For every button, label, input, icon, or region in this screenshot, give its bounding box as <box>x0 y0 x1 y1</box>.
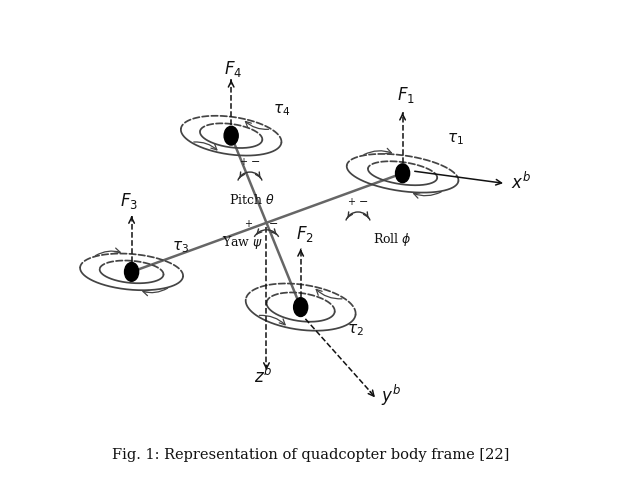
Ellipse shape <box>224 126 238 145</box>
Text: $x^b$: $x^b$ <box>511 172 531 193</box>
Text: $\tau_2$: $\tau_2$ <box>346 322 363 337</box>
Text: +: + <box>347 197 355 207</box>
Text: Pitch $\theta$: Pitch $\theta$ <box>230 193 275 207</box>
Text: Yaw $\psi$: Yaw $\psi$ <box>222 234 263 251</box>
Ellipse shape <box>294 298 308 316</box>
Text: $y^b$: $y^b$ <box>381 383 401 408</box>
Text: $\tau_3$: $\tau_3$ <box>172 240 188 255</box>
Ellipse shape <box>124 262 139 281</box>
Text: Roll $\phi$: Roll $\phi$ <box>373 231 412 248</box>
Text: $F_3$: $F_3$ <box>120 191 138 211</box>
Text: $F_1$: $F_1$ <box>397 86 415 106</box>
Text: −: − <box>268 219 278 229</box>
Text: −: − <box>251 157 260 167</box>
Text: +: + <box>244 219 252 229</box>
Text: +: + <box>239 157 247 167</box>
Ellipse shape <box>396 164 410 183</box>
Text: $\tau_4$: $\tau_4$ <box>274 102 290 118</box>
Text: $z^b$: $z^b$ <box>254 366 272 387</box>
Text: $F_4$: $F_4$ <box>225 59 243 79</box>
Text: $F_2$: $F_2$ <box>295 224 313 244</box>
Text: −: − <box>359 197 368 207</box>
Text: Fig. 1: Representation of quadcopter body frame [22]: Fig. 1: Representation of quadcopter bod… <box>113 448 509 462</box>
Text: $\tau_1$: $\tau_1$ <box>447 132 464 147</box>
